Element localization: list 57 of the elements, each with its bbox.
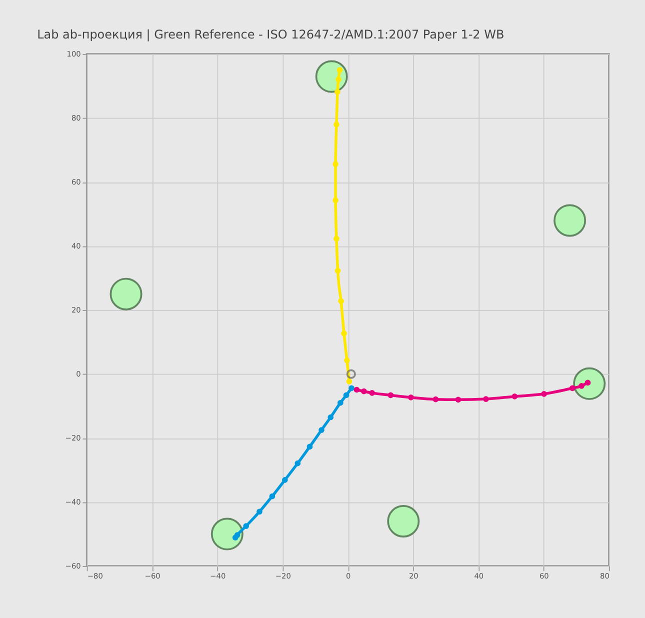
point xyxy=(334,236,340,242)
x-tick-label: −80 xyxy=(87,572,104,581)
y-tick-label: 60 xyxy=(71,177,82,186)
point xyxy=(388,392,394,398)
point xyxy=(334,268,341,274)
point xyxy=(541,390,547,397)
point xyxy=(346,369,356,379)
point xyxy=(346,378,352,384)
point xyxy=(332,197,338,204)
point xyxy=(256,508,262,515)
point xyxy=(269,493,276,500)
point xyxy=(334,122,340,128)
point xyxy=(455,396,462,403)
y-tick-label: −40 xyxy=(65,497,82,506)
x-tick-label: 20 xyxy=(408,572,419,581)
point xyxy=(360,388,367,394)
point xyxy=(512,394,518,400)
point xyxy=(328,414,334,420)
point xyxy=(369,390,375,396)
point xyxy=(318,427,324,433)
point xyxy=(569,385,576,392)
point xyxy=(294,460,301,466)
point xyxy=(354,386,360,393)
point xyxy=(432,396,439,402)
y-tick-label: 100 xyxy=(66,49,82,58)
point xyxy=(332,161,338,168)
point xyxy=(282,477,288,483)
chart-title: Lab ab-проекция | Green Reference - ISO 12647-2/AMD.1:2007 Paper 1-2 WB xyxy=(37,27,504,42)
point xyxy=(336,76,342,82)
point xyxy=(336,67,343,74)
y-tick-label: −60 xyxy=(65,561,82,570)
point xyxy=(483,396,489,402)
point xyxy=(334,88,340,95)
point xyxy=(243,523,250,529)
point xyxy=(408,394,414,400)
y-tick-label: 80 xyxy=(71,113,82,122)
point xyxy=(348,385,354,392)
x-tick-label: 80 xyxy=(600,572,610,581)
x-tick-label: 40 xyxy=(474,572,484,581)
x-tick-label: −20 xyxy=(275,572,292,581)
point xyxy=(584,380,591,386)
x-tick-label: 0 xyxy=(346,572,352,581)
point xyxy=(343,392,350,398)
point xyxy=(338,298,344,304)
x-tick-label: −40 xyxy=(210,572,226,581)
y-tick-label: 40 xyxy=(71,241,82,250)
point xyxy=(306,444,313,450)
x-tick-label: −60 xyxy=(144,572,161,581)
point xyxy=(344,357,350,364)
y-tick-label: 20 xyxy=(71,305,82,314)
y-tick-label: 0 xyxy=(76,369,82,378)
point xyxy=(232,534,238,540)
point xyxy=(578,382,584,389)
point xyxy=(337,400,344,406)
y-tick-label: −20 xyxy=(65,433,82,442)
x-tick-label: 60 xyxy=(539,572,550,581)
point xyxy=(341,330,347,336)
